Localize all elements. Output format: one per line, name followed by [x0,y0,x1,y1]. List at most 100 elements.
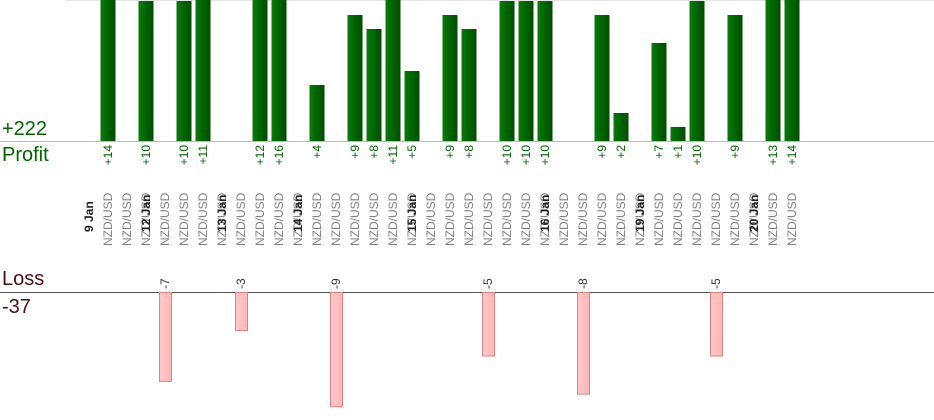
profit-bar [309,85,325,141]
pair-label: NZD/USD [766,192,780,246]
profit-value-label: +10 [139,145,153,166]
pair-label: NZD/USD [519,192,533,246]
pair-label: NZD/USD [671,192,685,246]
date-label: 19 Jan [633,195,647,232]
profit-value-label: +14 [785,145,799,166]
loss-value-label: -3 [234,278,248,289]
profit-value-label: +11 [196,145,210,165]
profit-bar [651,43,667,141]
pair-label: NZD/USD [709,192,723,246]
profit-value-label: +9 [443,145,457,159]
pair-label: NZD/USD [196,192,210,246]
pair-label: NZD/USD [557,192,571,246]
pair-label: NZD/USD [538,192,552,246]
pair-label: NZD/USD [272,192,286,246]
profit-bar [784,0,800,141]
pair-label: NZD/USD [234,192,248,246]
profit-value-label: +9 [348,145,362,159]
pair-label: NZD/USD [405,192,419,246]
pair-label: NZD/USD [253,192,267,246]
loss-bar [235,292,248,332]
pair-label: NZD/USD [367,192,381,246]
loss-value-label: -5 [481,278,495,289]
profit-label: Profit [2,144,49,166]
profit-value-label: +13 [766,145,780,166]
profit-value-label: +16 [272,145,286,166]
date-label: 15 Jan [405,195,419,232]
profit-value-label: +10 [500,145,514,166]
profit-bar [366,29,382,141]
pair-label: NZD/USD [424,192,438,246]
pair-label: NZD/USD [652,192,666,246]
pair-label: NZD/USD [348,192,362,246]
pair-label: NZD/USD [310,192,324,246]
profit-bar [613,113,629,141]
loss-value-label: -5 [709,278,723,289]
loss-value-label: -9 [329,278,343,289]
profit-value-label: +9 [728,145,742,159]
loss-label: Loss [2,268,45,290]
profit-bar [499,1,515,141]
loss-bar [710,292,723,357]
pair-label: NZD/USD [462,192,476,246]
profit-value-label: +2 [614,145,628,159]
profit-bar [347,15,363,141]
profit-value-label: +8 [462,145,476,159]
pair-label: NZD/USD [690,192,704,246]
profit-value-label: +5 [405,145,419,159]
profit-bar [404,71,420,141]
profit-value-label: +12 [253,145,267,166]
profit-value-label: +11 [386,145,400,165]
pair-label: NZD/USD [785,192,799,246]
profit-bar [138,1,154,141]
date-label: 14 Jan [291,195,305,232]
profit-bar [537,1,553,141]
loss-value-label: -8 [576,278,590,289]
profit-total: +222 [2,118,48,140]
pair-label: NZD/USD [291,192,305,246]
profit-value-label: +14 [101,145,115,166]
pair-label: NZD/USD [728,192,742,246]
profit-bar [195,0,211,141]
profit-bar [518,1,534,141]
profit-value-label: +7 [652,145,666,159]
profit-value-label: +10 [690,145,704,166]
date-label: 16 Jan [538,195,552,232]
date-label: 13 Jan [215,195,229,232]
profit-bar [594,15,610,141]
pair-label: NZD/USD [595,192,609,246]
profit-value-label: +10 [177,145,191,166]
pair-label: NZD/USD [633,192,647,246]
loss-value-label: -7 [158,278,172,289]
loss-total: -37 [2,296,31,318]
loss-bar [330,292,343,408]
pair-label: NZD/USD [139,192,153,246]
profit-value-label: +10 [519,145,533,166]
profit-bar [765,0,781,141]
pair-label: NZD/USD [500,192,514,246]
pair-label: NZD/USD [443,192,457,246]
date-label: 9 Jan [82,201,96,232]
loss-bar [159,292,172,382]
profit-bar [100,0,116,141]
pair-label: NZD/USD [481,192,495,246]
profit-bar [271,0,287,141]
pair-label: NZD/USD [747,192,761,246]
profit-bar [727,15,743,141]
profit-value-label: +4 [310,145,324,159]
pair-label: NZD/USD [614,192,628,246]
date-label: 12 Jan [139,195,153,232]
pair-label: NZD/USD [158,192,172,246]
date-label: 20 Jan [747,195,761,232]
loss-bar [577,292,590,395]
profit-value-label: +8 [367,145,381,159]
pair-label: NZD/USD [576,192,590,246]
profit-bar [442,15,458,141]
profit-value-label: +9 [595,145,609,159]
profit-value-label: +10 [538,145,552,166]
profit-value-label: +1 [671,145,685,159]
profit-bar [461,29,477,141]
pair-label: NZD/USD [101,192,115,246]
loss-bar [482,292,495,357]
